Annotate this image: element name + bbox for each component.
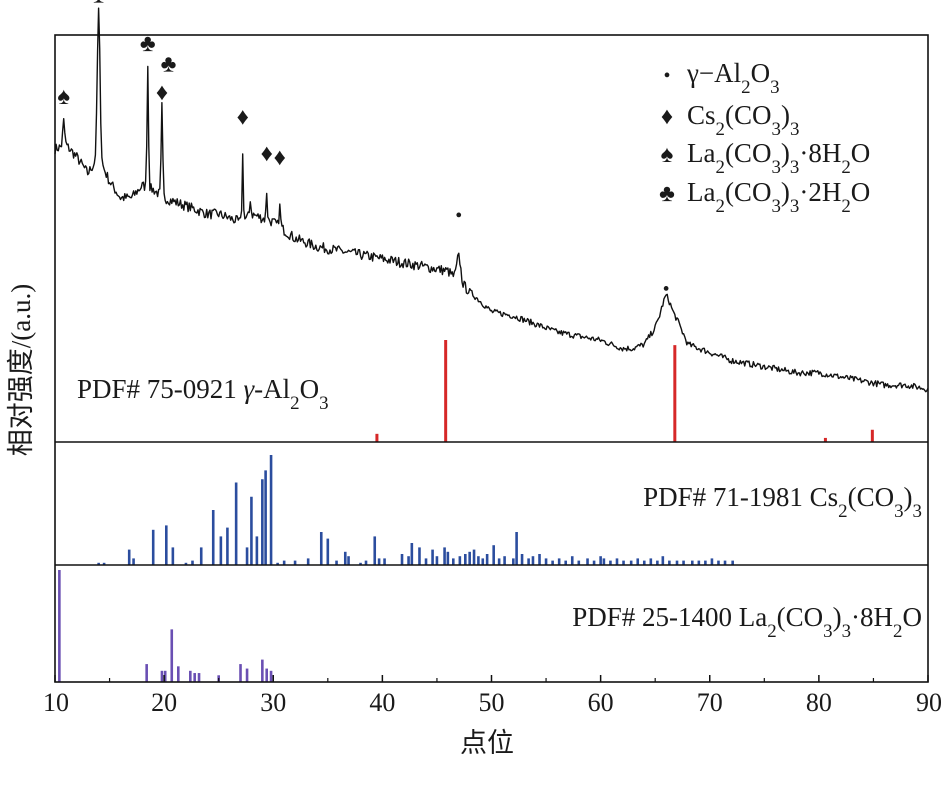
legend-marker: • — [663, 65, 670, 87]
x-tick-label: 10 — [43, 688, 69, 717]
legend-item: ♦ Cs2(CO3)3 — [661, 100, 800, 140]
formula-part: ) — [833, 602, 842, 632]
sample-xrd-curve — [54, 7, 929, 393]
formula-part: Cs — [687, 100, 716, 130]
formula-subscript: 2 — [741, 77, 750, 98]
formula-part: La — [687, 138, 715, 168]
reference-card-label: PDF# 75-0921 γ-Al2O3 — [77, 374, 329, 414]
formula-subscript: 3 — [790, 119, 799, 140]
formula-subscript: 2 — [290, 393, 299, 414]
formula-part: ·8H — [851, 602, 893, 632]
formula-subscript: 2 — [841, 196, 850, 217]
formula-part: -Al — [254, 374, 290, 404]
formula-subscript: 2 — [893, 621, 902, 642]
formula-part: PDF# 71-1981 Cs — [643, 482, 838, 512]
peak-marker: ♦ — [156, 80, 168, 106]
formula-subscript: 2 — [715, 196, 724, 217]
formula-subscript: 2 — [715, 157, 724, 178]
formula-part: (CO — [848, 482, 895, 512]
peak-marker: ♦ — [261, 141, 273, 167]
formula-part: (CO — [777, 602, 824, 632]
formula-part: O — [903, 602, 923, 632]
legend-marker: ♦ — [661, 104, 673, 130]
formula-part: ) — [904, 482, 913, 512]
reference-card-label: PDF# 71-1981 Cs2(CO3)3 — [643, 482, 922, 522]
x-tick-label: 40 — [369, 688, 395, 717]
panel-pdf-71-1981: PDF# 71-1981 Cs2(CO3)3 — [97, 455, 922, 565]
formula-subscript: 3 — [771, 196, 780, 217]
legend-label: La2(CO3)3·2H2O — [687, 177, 870, 217]
formula-subscript: 3 — [894, 501, 903, 522]
legend: • γ−Al2O3♦ Cs2(CO3)3♠ La2(CO3)3·8H2O♣ La2(CO… — [659, 58, 870, 217]
legend-label: La2(CO3)3·8H2O — [687, 138, 870, 178]
formula-subscript: 3 — [790, 196, 799, 217]
legend-label: Cs2(CO3)3 — [687, 100, 799, 140]
peak-marker: • — [663, 278, 670, 300]
formula-part: PDF# 75-0921 — [77, 374, 244, 404]
formula-subscript: 2 — [841, 157, 850, 178]
formula-subscript: 3 — [913, 501, 922, 522]
formula-subscript: 3 — [771, 157, 780, 178]
formula-part: O — [851, 138, 871, 168]
formula-part: γ−Al — [686, 58, 741, 88]
peak-marker: • — [455, 205, 462, 227]
legend-marker: ♠ — [661, 142, 674, 168]
x-tick-label: 30 — [260, 688, 286, 717]
peak-marker: ♦ — [237, 104, 249, 130]
formula-subscript: 2 — [767, 621, 776, 642]
peak-marker: ♣ — [91, 0, 107, 8]
formula-part: ) — [781, 100, 790, 130]
formula-part: ·8H — [799, 138, 841, 168]
formula-subscript: 2 — [838, 501, 847, 522]
x-tick-label: 80 — [806, 688, 832, 717]
formula-subscript: 3 — [771, 119, 780, 140]
x-tick-label: 70 — [697, 688, 723, 717]
x-tick-label: 50 — [479, 688, 505, 717]
formula-subscript: 3 — [842, 621, 851, 642]
formula-subscript: 3 — [823, 621, 832, 642]
x-tick-label: 90 — [916, 688, 942, 717]
panel-pdf-25-1400: PDF# 25-1400 La2(CO3)3·8H2O — [58, 570, 922, 682]
formula-part: (CO — [725, 138, 772, 168]
formula-part: O — [851, 177, 871, 207]
peak-marker: ♦ — [274, 145, 286, 171]
formula-subscript: 2 — [716, 119, 725, 140]
legend-label: γ−Al2O3 — [686, 58, 780, 98]
formula-subscript: 3 — [319, 393, 328, 414]
panel-sample-pattern: ♠♣♣♦♣♦♦♦•••γ−Al2O3♦Cs2(CO3)3♠La2(CO3)3·8… — [54, 0, 929, 393]
x-tick-label: 20 — [151, 688, 177, 717]
formula-part: PDF# 25-1400 La — [572, 602, 767, 632]
y-axis-label: 相对强度/(a.u.) — [6, 284, 36, 456]
panel-pdf-75-0921: PDF# 75-0921 γ-Al2O3 — [77, 340, 874, 442]
legend-item: • γ−Al2O3 — [663, 58, 779, 98]
formula-part: ) — [781, 177, 790, 207]
formula-part: O — [751, 58, 771, 88]
peak-marker: ♣ — [161, 51, 177, 77]
formula-part: (CO — [725, 177, 772, 207]
peak-marker: ♣ — [140, 31, 156, 57]
x-axis-label: 点位 — [460, 728, 514, 758]
x-axis: 10 20 30 40 50 60 70 80 90 — [43, 675, 942, 717]
formula-part: O — [300, 374, 320, 404]
legend-item: ♣ La2(CO3)3·2H2O — [659, 177, 870, 217]
x-tick-label: 60 — [588, 688, 614, 717]
formula-subscript: 3 — [770, 77, 779, 98]
peak-marker: ♠ — [57, 84, 70, 110]
formula-part: ·2H — [799, 177, 841, 207]
formula-part: La — [687, 177, 715, 207]
legend-item: ♠ La2(CO3)3·8H2O — [661, 138, 871, 178]
legend-marker: ♣ — [659, 181, 675, 207]
formula-part: γ — [244, 374, 256, 404]
reference-card-label: PDF# 25-1400 La2(CO3)3·8H2O — [572, 602, 922, 642]
formula-part: ) — [781, 138, 790, 168]
formula-subscript: 3 — [790, 157, 799, 178]
formula-part: (CO — [725, 100, 772, 130]
